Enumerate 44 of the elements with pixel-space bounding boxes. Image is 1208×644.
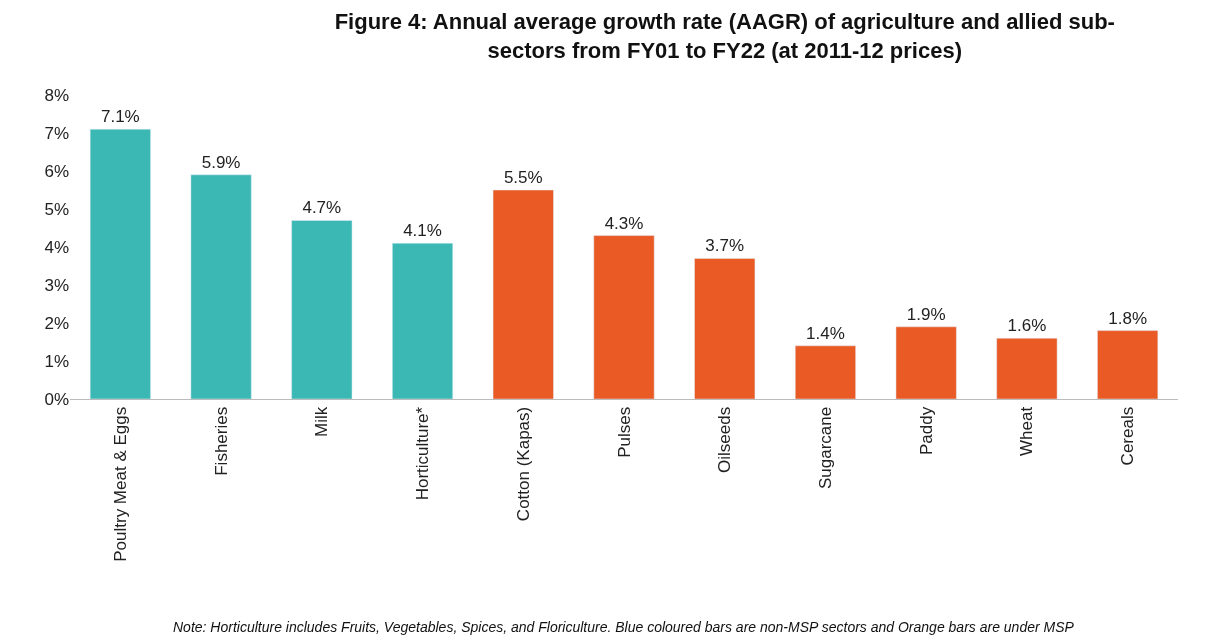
y-tick-label: 6% xyxy=(44,161,69,181)
y-tick-label: 0% xyxy=(44,389,69,409)
x-tick-label: Fisheries xyxy=(211,406,231,476)
bar xyxy=(895,326,957,399)
x-tick-label: Pulses xyxy=(614,406,634,458)
bar xyxy=(694,258,756,399)
data-label: 7.1% xyxy=(100,107,140,127)
bar xyxy=(392,242,454,399)
x-tick-label: Sugarcane xyxy=(815,406,835,490)
data-label: 1.6% xyxy=(1007,316,1047,336)
x-tick-label: Oilseeds xyxy=(715,406,735,473)
x-tick-label: Cereals xyxy=(1118,406,1138,466)
data-label: 5.5% xyxy=(503,168,543,187)
y-tick-label: 7% xyxy=(44,123,69,143)
data-label: 3.7% xyxy=(705,236,745,256)
y-tick-label: 2% xyxy=(44,313,69,333)
bar xyxy=(89,128,151,399)
bar xyxy=(996,337,1058,399)
bar xyxy=(1097,330,1159,399)
y-tick-label: 3% xyxy=(44,275,69,295)
data-label: 1.9% xyxy=(906,304,946,324)
y-tick-label: 1% xyxy=(44,351,69,371)
bar xyxy=(794,345,856,399)
data-label: 1.8% xyxy=(1108,308,1148,328)
bar xyxy=(190,174,252,399)
x-tick-label: Horticulture* xyxy=(413,406,433,501)
y-tick-label: 8% xyxy=(44,85,69,105)
data-label: 4.3% xyxy=(604,213,644,233)
data-label: 5.9% xyxy=(201,152,241,172)
x-tick-label: Wheat xyxy=(1017,406,1037,456)
bar xyxy=(492,189,554,399)
bar xyxy=(291,220,353,399)
x-tick-label: Milk xyxy=(312,406,332,438)
text: Note: Horticulture includes Fruits, Vegetables, Spices, and Floriculture. Blue coloured bars are non-MSP sectors and Orange bars are under MSP xyxy=(173,619,1075,635)
y-tick-label: 4% xyxy=(44,237,69,257)
x-tick-label: Paddy xyxy=(916,406,936,455)
x-tick-label: Cotton (Kapas) xyxy=(513,406,533,522)
x-tick-label: Poultry Meat & Eggs xyxy=(110,406,130,562)
data-label: 1.4% xyxy=(806,323,845,343)
data-label: 4.7% xyxy=(302,198,342,218)
chart-title: Figure 4: Annual average growth rate (AAGR) of agriculture and allied sub-sectors from FY01 to FY22 (at 2011-12 prices) xyxy=(334,8,1115,63)
bar xyxy=(593,235,655,399)
data-label: 4.1% xyxy=(403,221,442,241)
y-tick-label: 5% xyxy=(44,199,69,219)
